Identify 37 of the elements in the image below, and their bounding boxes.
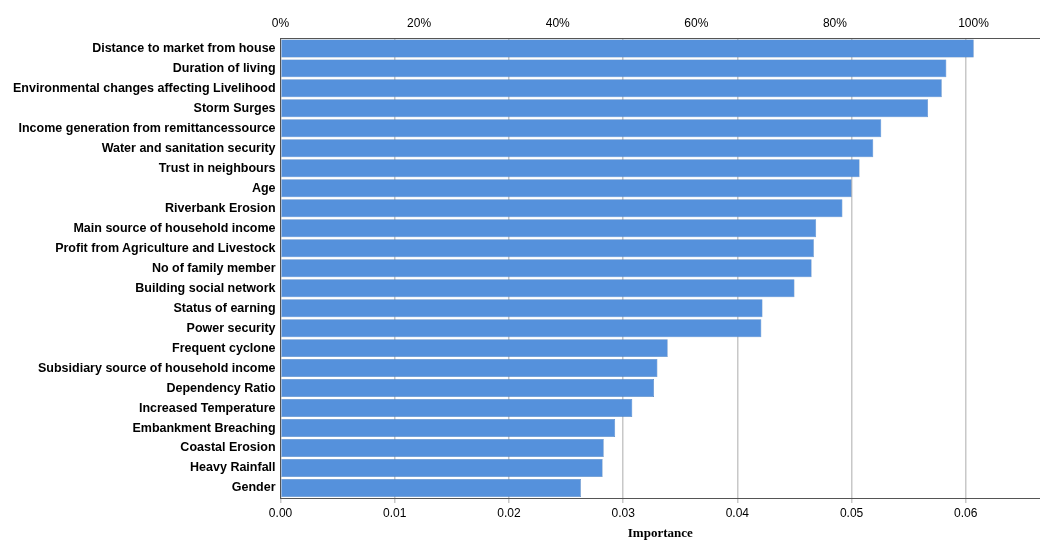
y-tick-label: Storm Surges — [193, 100, 276, 115]
x-tick-label: 0.03 — [611, 505, 636, 520]
y-tick-label: No of family member — [151, 260, 276, 275]
y-tick-label: Trust in neighbours — [158, 160, 276, 175]
y-tick-label: Increased Temperature — [138, 400, 276, 415]
y-tick-label: Dependency Ratio — [166, 380, 276, 395]
x-tick-label: 0.06 — [954, 505, 978, 520]
x-axis-title: Importance — [627, 524, 693, 540]
y-tick-label: Gender — [231, 480, 276, 495]
y-tick-label: Main source of household income — [73, 220, 276, 235]
y-tick-label: Distance to market from house — [92, 40, 276, 55]
x2-tick-label: 80% — [822, 15, 848, 30]
y-tick-label: Power security — [186, 320, 276, 335]
x2-tick-label: 60% — [684, 15, 709, 30]
y-tick-label: Embankment Breaching — [132, 420, 276, 435]
y-tick-label: Heavy Rainfall — [190, 460, 276, 475]
x-tick-label: 0.05 — [839, 505, 864, 520]
x-tick-label: 0.01 — [383, 505, 407, 520]
y-tick-label: Profit from Agriculture and Livestock — [55, 240, 276, 255]
x2-tick-label: 0% — [271, 15, 290, 30]
y-tick-label: Coastal Erosion — [180, 440, 276, 455]
y-tick-label: Subsidiary source of household income — [38, 360, 276, 375]
y-tick-label: Environmental changes affecting Livelihood — [13, 80, 276, 95]
x-tick-label: 0.04 — [725, 505, 750, 520]
y-tick-label: Water and sanitation security — [101, 140, 276, 155]
x-tick-label: 0.00 — [268, 505, 293, 520]
y-tick-label: Income generation from remittancessource — [18, 120, 276, 135]
y-tick-label: Duration of living — [172, 60, 276, 75]
y-tick-label: Age — [251, 180, 276, 195]
y-tick-label: Building social network — [135, 280, 276, 295]
y-tick-label: Status of earning — [173, 300, 276, 315]
y-tick-label: Frequent cyclone — [172, 340, 276, 355]
x2-tick-label: 40% — [545, 15, 571, 30]
y-tick-label: Riverbank Erosion — [165, 200, 276, 215]
x-tick-label: 0.02 — [497, 505, 521, 520]
x2-tick-label: 20% — [407, 15, 432, 30]
x2-tick-label: 100% — [958, 15, 990, 30]
